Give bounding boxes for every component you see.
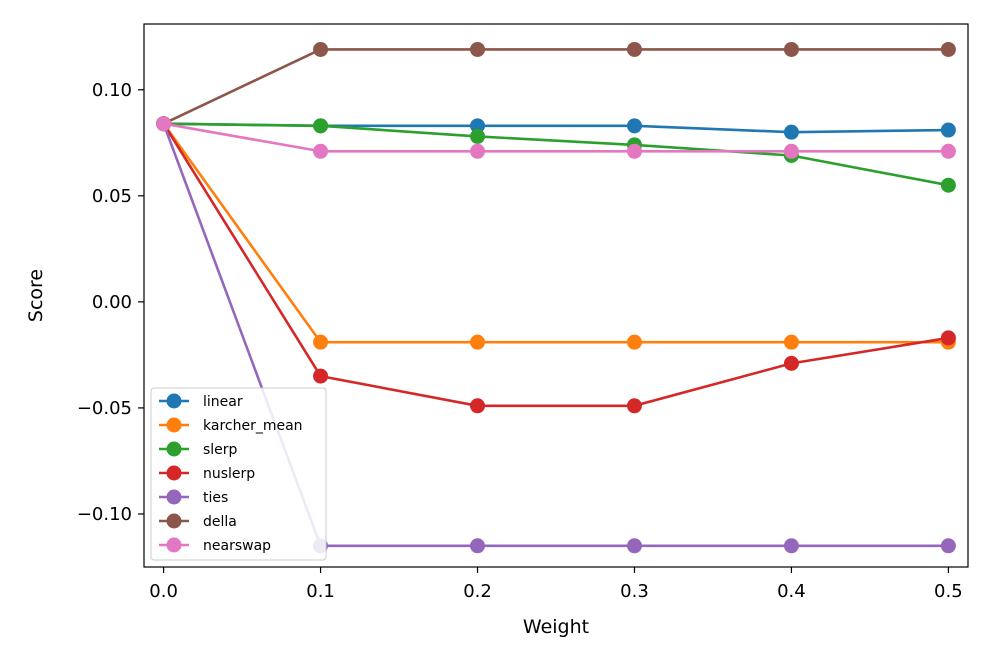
legend-label: ties bbox=[203, 490, 228, 506]
x-tick-label: 0.5 bbox=[934, 581, 963, 602]
data-point bbox=[313, 41, 329, 57]
legend-label: linear bbox=[203, 394, 243, 410]
data-point bbox=[313, 143, 329, 159]
y-tick-label: 0.05 bbox=[92, 186, 132, 207]
data-point bbox=[470, 128, 486, 144]
series-line bbox=[163, 48, 949, 125]
data-point bbox=[783, 538, 799, 554]
legend-marker bbox=[166, 465, 182, 481]
legend-marker bbox=[166, 537, 182, 553]
data-point bbox=[940, 122, 956, 138]
legend-entry: linear bbox=[159, 393, 243, 410]
series-line bbox=[163, 122, 949, 153]
data-point bbox=[940, 143, 956, 159]
series-line bbox=[163, 122, 949, 187]
data-point bbox=[313, 118, 329, 134]
data-point bbox=[313, 368, 329, 384]
y-axis-label: Score bbox=[25, 269, 47, 322]
data-point bbox=[626, 334, 642, 350]
data-point bbox=[626, 41, 642, 57]
data-point bbox=[783, 41, 799, 57]
legend-entry: slerp bbox=[159, 441, 238, 458]
data-point bbox=[470, 334, 486, 350]
x-tick-label: 0.1 bbox=[306, 581, 335, 602]
data-point bbox=[470, 143, 486, 159]
legend-label: karcher_mean bbox=[203, 418, 303, 434]
data-point bbox=[940, 538, 956, 554]
data-point bbox=[940, 41, 956, 57]
y-axis: −0.10 −0.05 0.00 0.05 0.10 bbox=[77, 80, 144, 525]
series-line bbox=[162, 123, 949, 408]
series-layer bbox=[156, 41, 956, 554]
data-point bbox=[783, 143, 799, 159]
data-point bbox=[470, 41, 486, 57]
legend-entry: karcher_mean bbox=[159, 417, 303, 434]
legend-label: nuslerp bbox=[203, 466, 255, 482]
data-point bbox=[626, 143, 642, 159]
series-line bbox=[162, 122, 949, 344]
legend-label: nearswap bbox=[203, 538, 271, 554]
x-tick-label: 0.0 bbox=[149, 581, 178, 602]
legend-marker bbox=[166, 417, 182, 433]
data-point bbox=[783, 355, 799, 371]
legend-entry: nuslerp bbox=[159, 465, 255, 482]
legend-box bbox=[150, 387, 327, 561]
legend-entry: della bbox=[159, 513, 237, 530]
legend-entry: ties bbox=[159, 489, 228, 506]
data-point bbox=[626, 538, 642, 554]
x-tick-label: 0.2 bbox=[463, 581, 492, 602]
data-point bbox=[940, 177, 956, 193]
plot-frame bbox=[143, 23, 969, 568]
y-tick-label: 0.10 bbox=[92, 80, 132, 101]
legend-label: slerp bbox=[203, 442, 238, 458]
x-tick-label: 0.4 bbox=[777, 581, 806, 602]
x-axis-label: Weight bbox=[523, 616, 589, 638]
data-point bbox=[783, 124, 799, 140]
legend-marker bbox=[166, 441, 182, 457]
y-tick-label: −0.05 bbox=[77, 398, 132, 419]
y-tick-label: −0.10 bbox=[77, 504, 132, 525]
data-point bbox=[470, 538, 486, 554]
data-point bbox=[783, 334, 799, 350]
data-point bbox=[470, 118, 486, 134]
legend-marker bbox=[166, 393, 182, 409]
x-axis: 0.0 0.1 0.2 0.3 0.4 0.5 bbox=[149, 567, 963, 602]
legend-label: della bbox=[203, 514, 237, 530]
data-point bbox=[626, 398, 642, 414]
data-point bbox=[313, 334, 329, 350]
data-point bbox=[470, 398, 486, 414]
series-nearswap bbox=[156, 116, 956, 159]
x-tick-label: 0.3 bbox=[620, 581, 649, 602]
data-point bbox=[940, 330, 956, 346]
y-tick-label: 0.00 bbox=[92, 292, 132, 313]
legend-entry: nearswap bbox=[159, 537, 271, 554]
series-nuslerp bbox=[156, 116, 956, 414]
legend-marker bbox=[166, 489, 182, 505]
legend-marker bbox=[166, 513, 182, 529]
data-point bbox=[626, 118, 642, 134]
data-point bbox=[156, 116, 172, 132]
